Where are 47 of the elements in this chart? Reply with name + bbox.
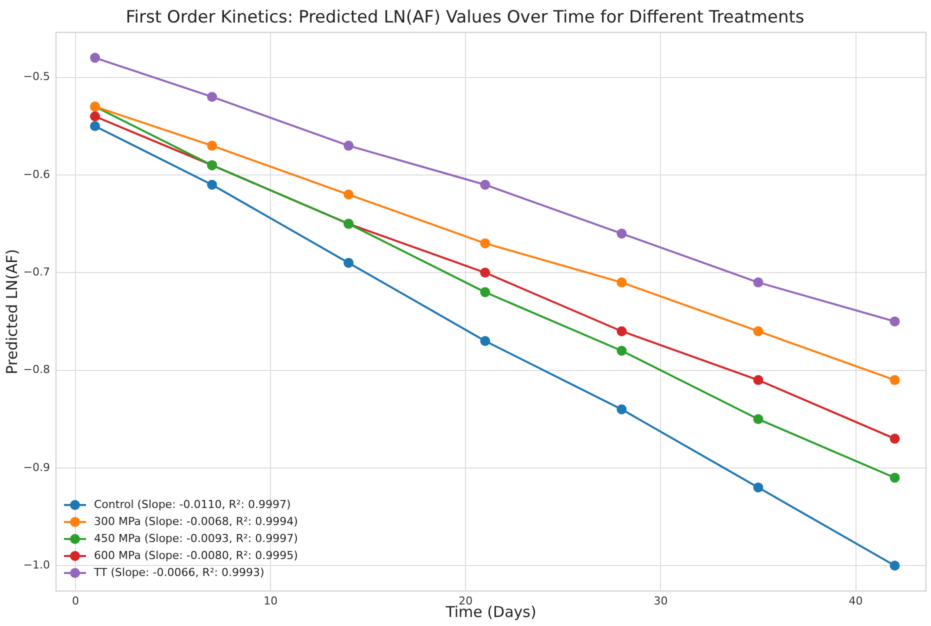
y-axis-title: Predicted LN(AF)	[2, 249, 21, 374]
y-tick-label: −0.8	[23, 363, 50, 376]
point	[480, 238, 490, 248]
point	[890, 434, 900, 444]
point	[753, 482, 764, 492]
point	[207, 140, 218, 151]
point	[890, 316, 900, 326]
point	[344, 190, 354, 200]
point	[753, 326, 764, 336]
point	[480, 180, 490, 190]
y-tick-label: −1.0	[23, 558, 50, 572]
x-tick-label: 0	[72, 594, 80, 608]
point	[753, 277, 764, 288]
point	[753, 375, 764, 386]
y-tick-label: −0.5	[23, 70, 50, 84]
legend-label: Control (Slope: -0.0110, R²: 0.9997)	[94, 497, 291, 513]
point	[207, 180, 218, 190]
point	[207, 92, 218, 102]
legend-label: 300 MPa (Slope: -0.0068, R²: 0.9994)	[94, 514, 298, 530]
point	[344, 140, 354, 151]
point	[90, 111, 100, 122]
point	[616, 228, 627, 239]
point	[480, 336, 490, 346]
point	[890, 560, 900, 571]
point	[90, 121, 100, 132]
point	[890, 472, 900, 483]
point	[480, 268, 490, 278]
point	[344, 258, 354, 268]
x-tick-label: 40	[848, 594, 863, 608]
legend-label: TT (Slope: -0.0066, R²: 0.9993)	[94, 565, 264, 581]
point	[616, 346, 627, 356]
x-tick-label: 30	[654, 594, 668, 608]
point	[890, 375, 900, 386]
point	[480, 287, 490, 298]
y-tick-label: −0.9	[23, 460, 50, 474]
point	[616, 326, 627, 336]
point	[90, 52, 100, 63]
x-tick-label: 10	[264, 594, 278, 608]
point	[616, 404, 627, 414]
legend-label: 600 MPa (Slope: -0.0080, R²: 0.9995)	[94, 548, 298, 564]
y-tick-label: −0.7	[23, 265, 50, 278]
point	[616, 277, 627, 288]
y-tick-label: −0.6	[23, 168, 50, 181]
legend-label: 450 MPa (Slope: -0.0093, R²: 0.9997)	[94, 531, 298, 547]
point	[753, 414, 764, 424]
x-tick-label: 20	[458, 594, 473, 608]
chart-title: First Order Kinetics: Predicted LN(AF) Values Over Time for Different Treatments	[126, 8, 804, 28]
